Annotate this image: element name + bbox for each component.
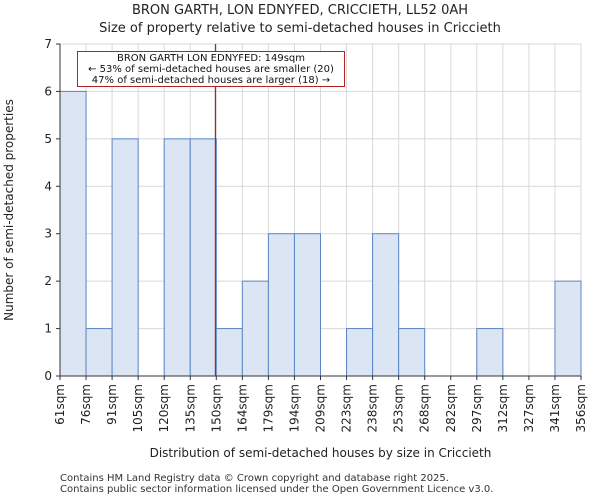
footer-line-2: Contains public sector information licen… [60,484,494,495]
y-tick-label-6: 6 [44,84,52,98]
x-tick-label-164sqm: 164sqm [235,384,249,432]
annotation-line-3: 47% of semi-detached houses are larger (… [91,75,331,86]
footer-line-1: Contains HM Land Registry data © Crown c… [60,473,449,484]
y-tick-label-1: 1 [44,322,52,336]
bar-164sqm [241,280,269,377]
bar-91sqm [111,138,139,377]
y-tick-label-3: 3 [44,227,52,241]
x-tick-label-356sqm: 356sqm [574,384,588,432]
x-tick-label-76sqm: 76sqm [79,384,93,425]
y-tick-label-5: 5 [44,132,52,146]
y-tick-label-4: 4 [44,179,52,193]
x-tick-label-194sqm: 194sqm [287,384,301,432]
bar-76sqm [85,328,113,377]
x-tick-label-282sqm: 282sqm [444,384,458,432]
bar-135sqm [189,138,217,377]
y-tick-label-2: 2 [44,274,52,288]
annotation-line-2: ← 53% of semi-detached houses are smalle… [88,64,334,75]
bar-150sqm [215,328,243,377]
x-tick-label-120sqm: 120sqm [157,384,171,432]
x-tick-label-223sqm: 223sqm [340,384,354,432]
x-tick-label-209sqm: 209sqm [314,384,328,432]
x-tick-label-327sqm: 327sqm [522,384,536,432]
x-tick-label-150sqm: 150sqm [209,384,223,432]
y-axis-title: Number of semi-detached properties [2,99,16,321]
x-tick-label-297sqm: 297sqm [470,384,484,432]
x-tick-label-135sqm: 135sqm [183,384,197,432]
bar-194sqm [293,233,322,377]
bar-120sqm [163,138,191,377]
x-tick-label-253sqm: 253sqm [392,384,406,432]
bar-253sqm [398,328,426,377]
x-tick-label-312sqm: 312sqm [496,384,510,432]
bar-297sqm [476,328,504,377]
y-tick-label-7: 7 [44,37,52,51]
x-tick-label-238sqm: 238sqm [366,384,380,432]
bar-341sqm [554,280,582,377]
x-tick-label-341sqm: 341sqm [548,384,562,432]
annotation-line-1: BRON GARTH LON EDNYFED: 149sqm [116,53,305,64]
bar-223sqm [346,328,374,377]
x-axis-title: Distribution of semi-detached houses by … [150,446,492,460]
chart-title: BRON GARTH, LON EDNYFED, CRICCIETH, LL52… [131,3,469,18]
bar-61sqm [59,90,87,377]
x-tick-label-105sqm: 105sqm [131,384,145,432]
y-tick-label-0: 0 [44,369,52,383]
x-tick-label-61sqm: 61sqm [53,384,67,425]
x-tick-label-179sqm: 179sqm [261,384,275,432]
bar-238sqm [372,233,400,377]
x-tick-label-91sqm: 91sqm [105,384,119,425]
chart-subtitle: Size of property relative to semi-detach… [99,21,501,36]
bar-179sqm [267,233,295,377]
property-annotation-box: BRON GARTH LON EDNYFED: 149sqm ← 53% of … [77,51,345,87]
x-tick-label-268sqm: 268sqm [418,384,432,432]
